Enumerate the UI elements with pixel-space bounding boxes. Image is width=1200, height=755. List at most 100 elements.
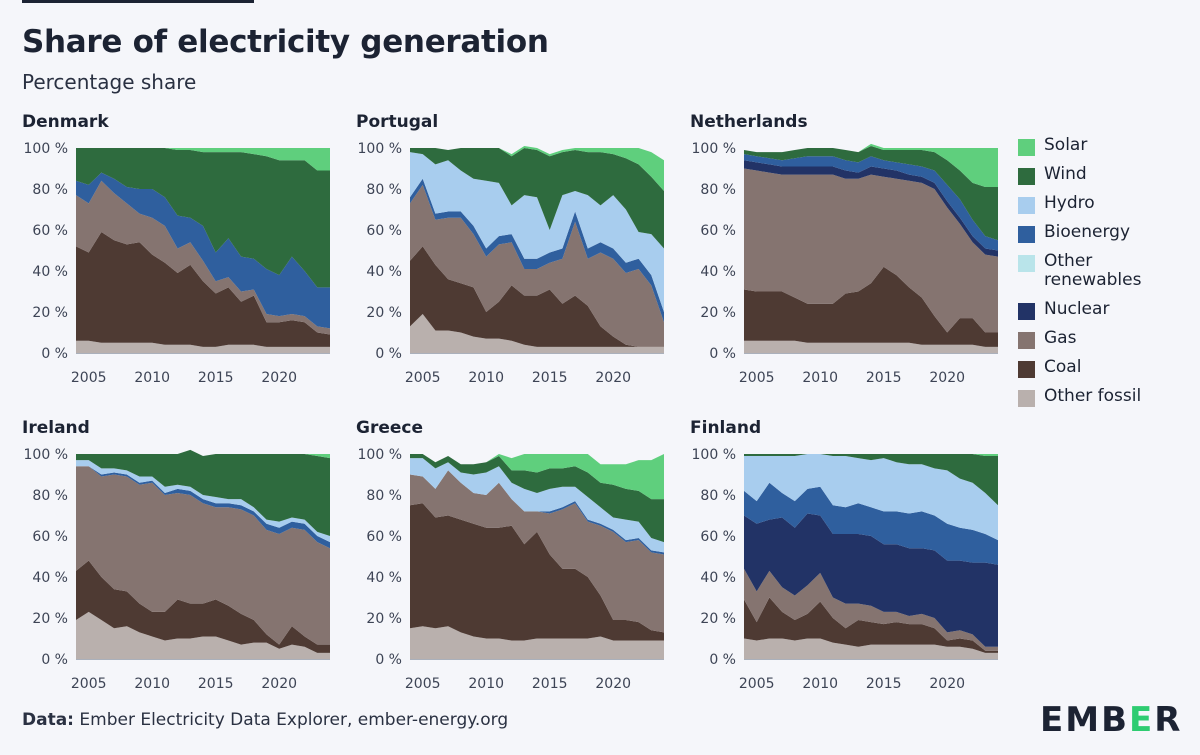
y-tick-label: 60 %	[366, 529, 402, 545]
x-tick-label: 2005	[739, 370, 775, 386]
y-tick-label: 80 %	[366, 182, 402, 198]
panel-title-greece: Greece	[356, 418, 423, 438]
y-tick-label: 60 %	[700, 223, 736, 239]
x-tick-label: 2020	[929, 676, 965, 692]
area-greece-wind	[410, 454, 664, 543]
x-tick-label: 2015	[866, 370, 902, 386]
x-tick-label: 2005	[71, 370, 107, 386]
y-tick-label: 0 %	[41, 346, 68, 362]
y-tick-label: 20 %	[32, 611, 68, 627]
area-portugal-wind	[410, 148, 664, 249]
legend-item-wind: Wind	[1018, 165, 1164, 185]
y-tick-label: 40 %	[32, 570, 68, 586]
area-denmark-bioenergy	[76, 172, 330, 329]
y-tick-label: 20 %	[366, 611, 402, 627]
legend-item-other-fossil: Other fossil	[1018, 387, 1164, 407]
y-tick-label: 60 %	[32, 223, 68, 239]
y-tick-label: 40 %	[700, 264, 736, 280]
y-tick-label: 80 %	[32, 488, 68, 504]
legend-label: Gas	[1044, 328, 1077, 348]
x-tick-label: 2020	[595, 676, 631, 692]
legend-label: Other fossil	[1044, 386, 1142, 406]
area-portugal-coal	[410, 246, 664, 347]
area-netherlands-solar	[744, 143, 998, 187]
y-tick-label: 60 %	[700, 529, 736, 545]
legend-swatch	[1018, 361, 1035, 378]
y-tick-label: 20 %	[366, 305, 402, 321]
y-tick-label: 60 %	[366, 223, 402, 239]
y-tick-label: 60 %	[32, 529, 68, 545]
legend: Solar Wind Hydro Bioenergy Other renewables N…	[1018, 136, 1164, 416]
x-tick-label: 2005	[405, 676, 441, 692]
legend-label: Other renewables	[1044, 251, 1142, 290]
area-portugal-bioenergy	[410, 178, 664, 323]
x-tick-label: 2010	[468, 370, 504, 386]
chart-title: Share of electricity generation	[22, 24, 549, 60]
panel-finland: Finland 0 % 20 % 40 % 60 % 80 % 100 % 2005 2010 2…	[690, 418, 998, 692]
x-tick-label: 2010	[802, 370, 838, 386]
x-tick-label: 2020	[261, 676, 297, 692]
area-ireland-hydro	[76, 460, 330, 543]
legend-label: Wind	[1044, 164, 1087, 184]
area-greece-gas	[410, 470, 664, 633]
legend-label: Solar	[1044, 135, 1088, 155]
area-greece-hydro	[410, 458, 664, 553]
legend-item-coal: Coal	[1018, 358, 1164, 378]
legend-swatch	[1018, 197, 1035, 214]
panel-denmark: Denmark 0 % 20 % 40 % 60 % 80 % 100 % 2005 2010 2…	[22, 112, 330, 386]
y-tick-label: 100 %	[692, 447, 736, 463]
area-finland-other-fossil	[744, 638, 998, 659]
legend-swatch	[1018, 255, 1035, 272]
y-tick-label: 100 %	[24, 447, 68, 463]
legend-item-solar: Solar	[1018, 136, 1164, 156]
legend-swatch	[1018, 390, 1035, 407]
area-finland-hydro	[744, 454, 998, 541]
y-tick-label: 20 %	[700, 305, 736, 321]
legend-item-nuclear: Nuclear	[1018, 300, 1164, 320]
y-tick-label: 0 %	[375, 346, 402, 362]
source-label: Data:	[22, 710, 74, 730]
area-portugal-solar	[410, 145, 664, 192]
x-tick-label: 2010	[468, 676, 504, 692]
area-portugal-gas	[410, 184, 664, 347]
legend-swatch	[1018, 226, 1035, 243]
area-ireland-coal	[76, 560, 330, 653]
y-tick-label: 0 %	[41, 652, 68, 668]
x-tick-label: 2020	[595, 370, 631, 386]
legend-swatch	[1018, 332, 1035, 349]
legend-item-hydro: Hydro	[1018, 194, 1164, 214]
area-ireland-other-fossil	[76, 611, 330, 659]
source-note: Data: Ember Electricity Data Explorer, e…	[22, 710, 508, 730]
area-netherlands-bioenergy	[744, 154, 998, 251]
ember-logo: EMBER	[1040, 700, 1183, 740]
legend-label: Coal	[1044, 357, 1082, 377]
y-tick-label: 100 %	[24, 141, 68, 157]
y-tick-label: 80 %	[700, 488, 736, 504]
y-tick-label: 20 %	[700, 611, 736, 627]
x-tick-label: 2015	[532, 370, 568, 386]
area-ireland-bioenergy	[76, 466, 330, 549]
area-netherlands-coal	[744, 266, 998, 347]
y-tick-label: 40 %	[32, 264, 68, 280]
panel-portugal: Portugal 0 % 20 % 40 % 60 % 80 % 100 % 2005 2010…	[356, 112, 664, 386]
legend-item-bioenergy: Bioenergy	[1018, 223, 1164, 243]
legend-label: Hydro	[1044, 193, 1095, 213]
area-denmark-gas	[76, 180, 330, 335]
x-tick-label: 2010	[134, 676, 170, 692]
legend-swatch	[1018, 168, 1035, 185]
panel-title-netherlands: Netherlands	[690, 112, 808, 132]
x-tick-label: 2020	[929, 370, 965, 386]
area-finland-coal	[744, 597, 998, 653]
area-ireland-wind	[76, 449, 330, 536]
y-tick-label: 80 %	[700, 182, 736, 198]
chart-subtitle: Percentage share	[22, 70, 197, 94]
area-netherlands-wind	[744, 145, 998, 241]
y-tick-label: 40 %	[366, 570, 402, 586]
y-tick-label: 0 %	[709, 346, 736, 362]
source-text: Ember Electricity Data Explorer, ember-e…	[79, 710, 509, 730]
area-finland-nuclear	[744, 513, 998, 647]
y-tick-label: 100 %	[692, 141, 736, 157]
legend-item-gas: Gas	[1018, 329, 1164, 349]
x-tick-label: 2005	[71, 676, 107, 692]
